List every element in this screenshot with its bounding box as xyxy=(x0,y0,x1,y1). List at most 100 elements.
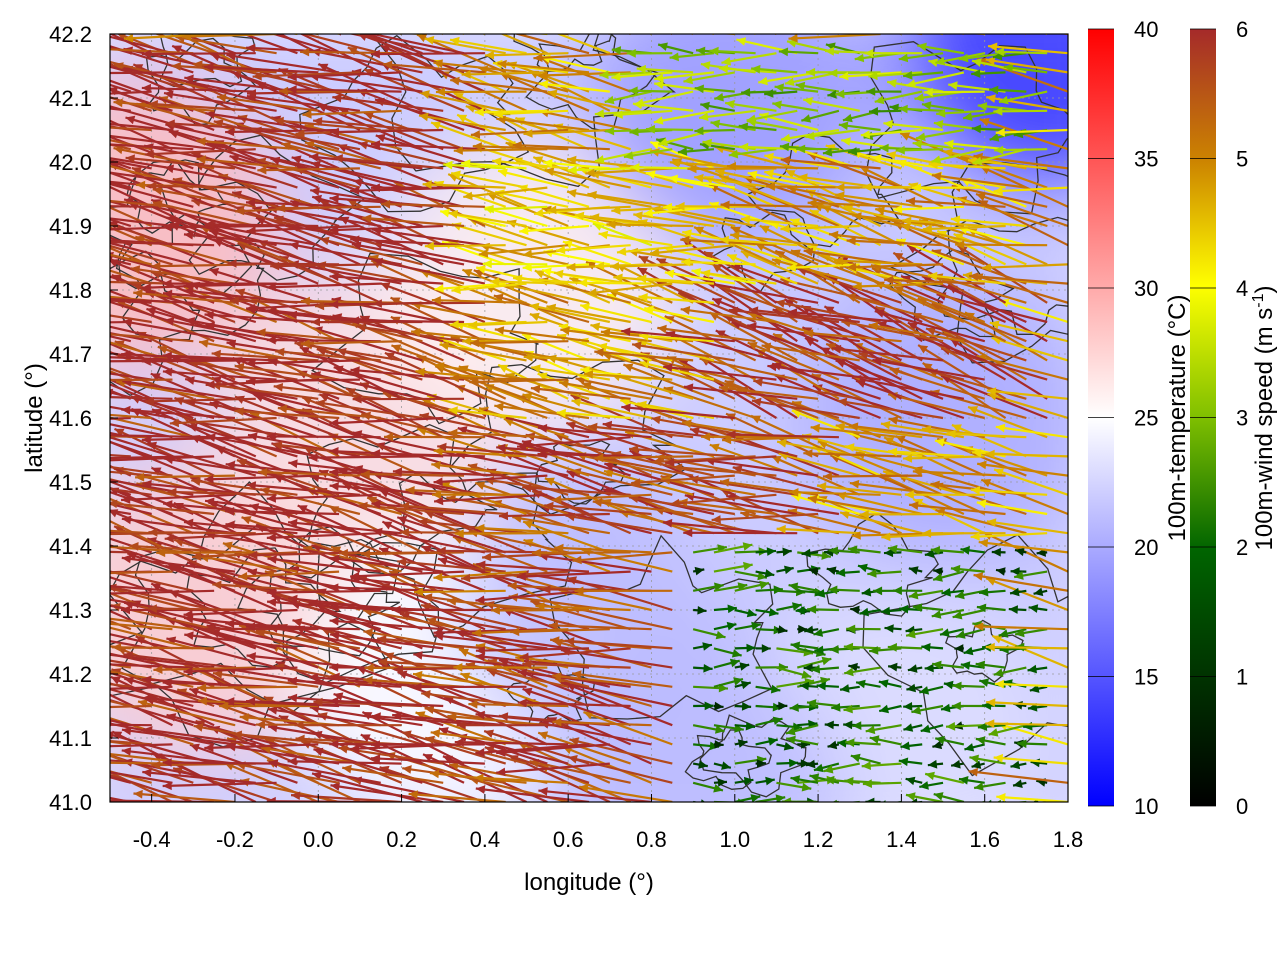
wind-arrow-shaft xyxy=(110,171,215,189)
wind-arrow-head xyxy=(493,109,503,119)
wind-arrow-head xyxy=(210,52,221,62)
wind-arrow-head xyxy=(370,449,380,458)
wind-arrow-shaft xyxy=(287,71,402,79)
wind-arrow-head xyxy=(277,404,288,414)
wind-arrow-head xyxy=(816,681,826,691)
wind-arrow-head xyxy=(973,572,984,581)
wind-arrow-head xyxy=(975,736,986,745)
wind-arrow-head xyxy=(329,603,339,612)
wind-arrow-shaft xyxy=(883,436,965,477)
wind-arrow-head xyxy=(453,663,463,672)
wind-arrow-head xyxy=(449,373,459,383)
wind-arrow-shaft xyxy=(478,244,569,256)
wind-arrow-shaft xyxy=(352,777,465,802)
wind-arrow-head xyxy=(921,101,932,110)
wind-arrow-shaft xyxy=(232,67,340,93)
wind-arrow-head xyxy=(943,680,954,690)
wind-arrow-head xyxy=(610,262,620,271)
wind-arrow-shaft xyxy=(985,58,1068,74)
wind-arrow-head xyxy=(339,548,348,558)
wind-arrow-shaft xyxy=(261,746,361,765)
wind-arrow-head xyxy=(828,546,839,556)
wind-arrow-shaft xyxy=(333,156,444,170)
wind-arrow-shaft xyxy=(289,566,402,592)
wind-arrow-shaft xyxy=(110,134,215,151)
wind-arrow-shaft xyxy=(372,529,486,554)
wind-arrow-shaft xyxy=(589,454,694,477)
wind-arrow-head xyxy=(184,230,194,240)
wind-arrow-shaft xyxy=(121,517,236,535)
wind-arrow-shaft xyxy=(540,55,611,74)
wind-arrow-head xyxy=(132,282,143,291)
wind-arrow-shaft xyxy=(608,289,694,324)
wind-arrow-shaft xyxy=(147,607,256,612)
wind-arrow-head xyxy=(2,399,12,407)
wind-arrow-head xyxy=(476,560,486,570)
wind-arrow-head xyxy=(204,220,214,229)
wind-arrow-shaft xyxy=(398,34,402,36)
wind-arrow-shaft xyxy=(422,183,506,189)
wind-arrow-shaft xyxy=(110,512,111,514)
wind-arrow-shaft xyxy=(899,132,986,170)
wind-arrow-head xyxy=(392,711,402,721)
wind-arrow-head xyxy=(837,397,848,407)
wind-arrow-head xyxy=(995,423,1006,433)
wind-arrow-shaft xyxy=(110,743,173,748)
wind-arrow-head xyxy=(864,48,874,58)
wind-arrow-head xyxy=(714,582,724,592)
wind-arrow-head xyxy=(948,81,958,90)
wind-arrow-shaft xyxy=(384,351,486,400)
wind-arrow-shaft xyxy=(272,443,381,458)
wind-arrow-shaft xyxy=(995,128,1068,134)
wind-arrow-shaft xyxy=(558,381,652,400)
wind-arrow-head xyxy=(531,548,541,558)
y-tick-label: 41.0 xyxy=(49,790,92,815)
wind-arrow-head xyxy=(279,86,289,96)
wind-arrow-shaft xyxy=(834,193,923,208)
wind-arrow-head xyxy=(631,478,641,487)
wind-arrow-head xyxy=(571,398,582,407)
wind-arrow-head xyxy=(24,205,34,213)
wind-arrow-shaft xyxy=(141,696,256,708)
wind-arrow-head xyxy=(48,431,57,440)
wind-arrow-shaft xyxy=(110,71,111,73)
wind-arrow-head xyxy=(850,605,860,615)
wind-arrow-head xyxy=(522,263,532,272)
wind-label-end: ) xyxy=(1251,286,1278,294)
wind-arrow-shaft xyxy=(726,239,798,266)
wind-arrow-head xyxy=(710,119,721,129)
wind-arrow-head xyxy=(799,681,810,691)
wind-arrow-head xyxy=(43,516,53,524)
wind-arrow-head xyxy=(739,142,749,152)
wind-arrow-head xyxy=(81,0,91,8)
wind-arrow-head xyxy=(475,785,486,794)
wind-arrow-head xyxy=(878,679,889,688)
wind-arrow-head xyxy=(95,160,105,168)
wind-arrow-shaft xyxy=(644,306,715,324)
wind-arrow-head xyxy=(831,344,842,354)
wind-arrow-head xyxy=(960,661,971,670)
wind-arrow-head xyxy=(986,518,997,527)
wind-arrow-head xyxy=(714,701,724,711)
wind-arrow-shaft xyxy=(402,34,423,36)
wind-arrow-head xyxy=(537,449,547,459)
wind-arrow-shaft xyxy=(783,298,882,362)
wind-arrow-head xyxy=(803,663,813,673)
wind-arrow-head xyxy=(975,660,986,670)
wind-arrow-head xyxy=(649,24,658,33)
wind-arrow-head xyxy=(801,670,812,679)
wind-arrow-head xyxy=(0,399,5,408)
wind-arrow-head xyxy=(313,747,324,756)
wind-arrow-shaft xyxy=(329,699,444,708)
wind-arrow-shaft xyxy=(986,389,1068,400)
wind-arrow-head xyxy=(274,116,284,126)
wind-arrow-head xyxy=(142,479,152,489)
wind-arrow-head xyxy=(697,606,707,615)
wind-arrow-shaft xyxy=(315,401,423,420)
wind-arrow-shaft xyxy=(949,337,1048,400)
wind-arrow-shaft xyxy=(121,408,236,420)
wind-arrow-head xyxy=(880,606,891,616)
wind-arrow-head xyxy=(906,629,916,639)
wind-arrow-head xyxy=(350,366,360,375)
